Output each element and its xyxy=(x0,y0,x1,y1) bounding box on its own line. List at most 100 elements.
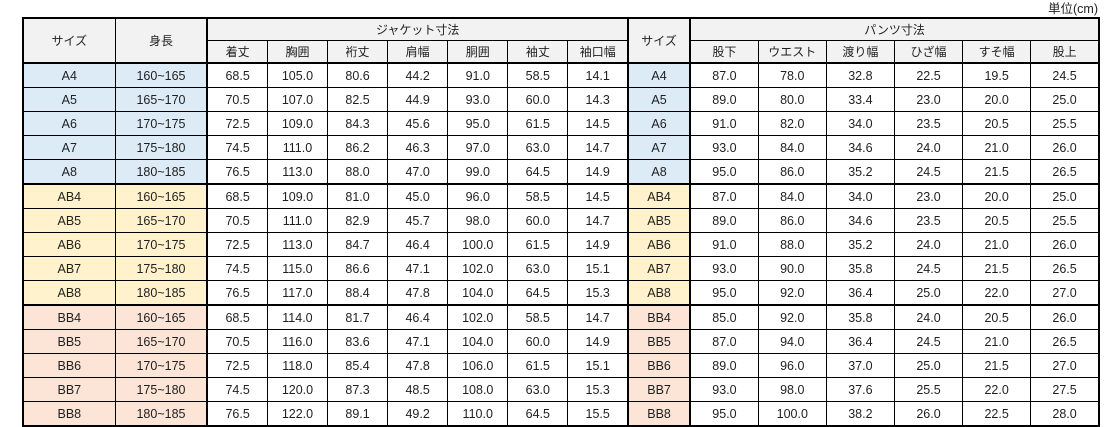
jacket-value-cell: 14.9 xyxy=(567,159,629,185)
pants-value-cell: 20.0 xyxy=(962,87,1032,112)
pants-value-cell: 32.8 xyxy=(825,62,895,88)
jacket-value-cell: 91.0 xyxy=(447,62,509,88)
jacket-value-cell: 76.5 xyxy=(206,401,268,427)
jacket-value-cell: 93.0 xyxy=(447,87,509,112)
jacket-size-cell: BB8 xyxy=(22,401,116,427)
jacket-value-cell: 68.5 xyxy=(206,183,268,209)
height-cell: 180~185 xyxy=(114,159,208,185)
jacket-value-cell: 115.0 xyxy=(266,256,329,281)
jacket-size-cell: A5 xyxy=(22,87,116,112)
pants-size-cell: A6 xyxy=(627,111,691,136)
jacket-value-cell: 102.0 xyxy=(447,256,509,281)
jacket-value-cell: 58.5 xyxy=(507,62,569,88)
column-header-waist-girth: 胴囲 xyxy=(447,40,509,64)
jacket-value-cell: 80.6 xyxy=(326,62,389,88)
pants-value-cell: 92.0 xyxy=(757,304,827,330)
pants-value-cell: 22.0 xyxy=(962,280,1032,306)
jacket-size-cell: A6 xyxy=(22,111,116,136)
jacket-value-cell: 82.9 xyxy=(326,208,389,233)
jacket-size-column-header: サイズ xyxy=(22,17,116,64)
jacket-value-cell: 74.5 xyxy=(206,256,268,281)
pants-value-cell: 24.5 xyxy=(1030,62,1100,88)
height-cell: 170~175 xyxy=(114,111,208,136)
pants-value-cell: 21.0 xyxy=(962,329,1032,354)
pants-value-cell: 37.6 xyxy=(825,377,895,402)
size-chart-table: サイズ 身長 ジャケット寸法 サイズ パンツ寸法 着丈 胸囲 裄丈 肩幅 胴囲 … xyxy=(22,17,1100,427)
pants-value-cell: 22.5 xyxy=(962,401,1032,427)
jacket-value-cell: 120.0 xyxy=(266,377,329,402)
pants-value-cell: 87.0 xyxy=(689,183,759,209)
jacket-value-cell: 106.0 xyxy=(447,353,509,378)
pants-size-cell: A4 xyxy=(627,62,691,88)
pants-value-cell: 22.5 xyxy=(893,62,964,88)
header-columns-row: 着丈 胸囲 裄丈 肩幅 胴囲 袖丈 袖口幅 股下 ウエスト 渡り幅 ひざ幅 すそ… xyxy=(23,40,1100,64)
column-header-sleeve-length: 袖丈 xyxy=(507,40,569,64)
pants-value-cell: 25.5 xyxy=(893,377,964,402)
pants-value-cell: 90.0 xyxy=(757,256,827,281)
pants-value-cell: 21.5 xyxy=(962,159,1032,185)
jacket-value-cell: 60.0 xyxy=(507,87,569,112)
jacket-value-cell: 48.5 xyxy=(387,377,449,402)
jacket-value-cell: 14.7 xyxy=(567,135,629,160)
jacket-value-cell: 44.9 xyxy=(387,87,449,112)
pants-value-cell: 24.5 xyxy=(893,159,964,185)
pants-value-cell: 93.0 xyxy=(689,256,759,281)
pants-size-cell: BB8 xyxy=(627,401,691,427)
pants-value-cell: 36.4 xyxy=(825,280,895,306)
jacket-value-cell: 98.0 xyxy=(447,208,509,233)
jacket-size-cell: AB8 xyxy=(22,280,116,306)
jacket-value-cell: 110.0 xyxy=(447,401,509,427)
jacket-value-cell: 61.5 xyxy=(507,111,569,136)
pants-value-cell: 87.0 xyxy=(689,329,759,354)
column-header-thigh-width: 渡り幅 xyxy=(825,40,895,64)
table-header: サイズ 身長 ジャケット寸法 サイズ パンツ寸法 着丈 胸囲 裄丈 肩幅 胴囲 … xyxy=(22,17,1100,64)
jacket-value-cell: 46.4 xyxy=(387,304,449,330)
column-header-shoulder-width: 肩幅 xyxy=(387,40,449,64)
jacket-value-cell: 47.1 xyxy=(387,329,449,354)
pants-value-cell: 84.0 xyxy=(757,183,827,209)
jacket-value-cell: 88.4 xyxy=(326,280,389,306)
pants-value-cell: 24.5 xyxy=(893,329,964,354)
jacket-value-cell: 63.0 xyxy=(507,256,569,281)
pants-value-cell: 34.0 xyxy=(825,183,895,209)
column-header-chest: 胸囲 xyxy=(266,40,329,64)
height-cell: 165~170 xyxy=(114,208,208,233)
pants-value-cell: 91.0 xyxy=(689,232,759,257)
jacket-value-cell: 104.0 xyxy=(447,329,509,354)
pants-size-cell: BB4 xyxy=(627,304,691,330)
height-cell: 160~165 xyxy=(114,304,208,330)
pants-value-cell: 34.0 xyxy=(825,111,895,136)
jacket-value-cell: 76.5 xyxy=(206,159,268,185)
pants-value-cell: 21.5 xyxy=(962,353,1032,378)
jacket-value-cell: 14.3 xyxy=(567,87,629,112)
pants-value-cell: 26.5 xyxy=(1030,329,1100,354)
pants-value-cell: 93.0 xyxy=(689,377,759,402)
table-row: BB8 180~185 76.5 122.0 89.1 49.2 110.0 64.5 15.5… xyxy=(22,401,1100,427)
pants-value-cell: 26.0 xyxy=(1030,232,1100,257)
pants-value-cell: 23.5 xyxy=(893,111,964,136)
pants-size-cell: AB7 xyxy=(627,256,691,281)
pants-value-cell: 20.5 xyxy=(962,304,1032,330)
table-row: A4 160~165 68.5 105.0 80.6 44.2 91.0 58.5 14.1 A4… xyxy=(22,62,1100,88)
pants-value-cell: 19.5 xyxy=(962,62,1032,88)
pants-value-cell: 87.0 xyxy=(689,62,759,88)
pants-value-cell: 24.5 xyxy=(893,256,964,281)
pants-value-cell: 21.0 xyxy=(962,135,1032,160)
pants-value-cell: 27.0 xyxy=(1030,280,1100,306)
jacket-value-cell: 105.0 xyxy=(266,62,329,88)
pants-value-cell: 26.0 xyxy=(1030,304,1100,330)
pants-value-cell: 24.0 xyxy=(893,135,964,160)
jacket-value-cell: 64.5 xyxy=(507,401,569,427)
jacket-value-cell: 14.5 xyxy=(567,111,629,136)
jacket-value-cell: 85.4 xyxy=(326,353,389,378)
jacket-value-cell: 72.5 xyxy=(206,111,268,136)
pants-value-cell: 95.0 xyxy=(689,280,759,306)
jacket-value-cell: 108.0 xyxy=(447,377,509,402)
pants-value-cell: 27.0 xyxy=(1030,353,1100,378)
pants-size-cell: BB5 xyxy=(627,329,691,354)
table-row: BB6 170~175 72.5 118.0 85.4 47.8 106.0 61.5 15.1… xyxy=(22,353,1100,378)
pants-value-cell: 26.0 xyxy=(1030,135,1100,160)
size-chart-sheet: 単位(cm) サイズ 身長 ジャケット寸法 サイズ パンツ寸法 着丈 胸囲 裄丈… xyxy=(22,1,1100,427)
jacket-value-cell: 58.5 xyxy=(507,304,569,330)
pants-value-cell: 20.5 xyxy=(962,208,1032,233)
